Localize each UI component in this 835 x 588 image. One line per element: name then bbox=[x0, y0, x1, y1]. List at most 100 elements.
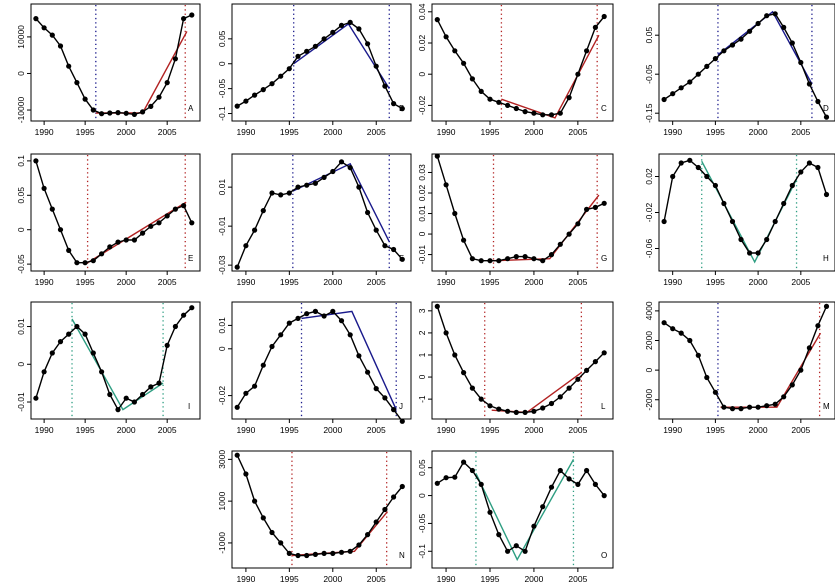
data-point bbox=[738, 236, 744, 243]
x-tick-label: 1990 bbox=[663, 127, 682, 137]
data-point bbox=[321, 313, 327, 319]
data-point bbox=[33, 395, 39, 401]
data-point bbox=[540, 112, 546, 118]
data-point bbox=[278, 540, 284, 546]
data-point bbox=[338, 22, 345, 28]
data-point bbox=[755, 20, 761, 27]
observed-series-line bbox=[663, 306, 828, 410]
data-point bbox=[382, 506, 388, 513]
data-point bbox=[496, 99, 502, 105]
data-point bbox=[399, 106, 405, 112]
data-point bbox=[164, 213, 170, 219]
data-point bbox=[260, 208, 266, 214]
data-point bbox=[82, 331, 88, 337]
y-tick-label: -0.06 bbox=[644, 239, 654, 259]
data-point bbox=[260, 515, 266, 521]
data-point bbox=[661, 218, 667, 225]
data-point bbox=[382, 395, 388, 401]
data-point bbox=[90, 350, 96, 356]
data-point bbox=[330, 308, 336, 314]
plot-frame bbox=[30, 153, 201, 272]
data-point bbox=[82, 260, 88, 266]
data-point bbox=[164, 342, 170, 348]
data-point bbox=[747, 404, 753, 410]
x-tick-label: 2000 bbox=[524, 425, 543, 435]
data-point bbox=[584, 206, 590, 212]
data-point bbox=[181, 203, 187, 209]
x-tick-label: 1990 bbox=[437, 277, 456, 287]
data-point bbox=[321, 174, 327, 180]
panel-m: 1990 1995 2000 2005 -2000 0 2000 4000 M bbox=[644, 301, 835, 435]
data-point bbox=[391, 407, 397, 413]
panel-j: 1990 1995 2000 2005 -0.02 0 0.01 J bbox=[217, 301, 412, 435]
data-point bbox=[399, 256, 405, 262]
data-point bbox=[729, 42, 736, 48]
data-point bbox=[373, 227, 379, 233]
data-point bbox=[57, 43, 64, 49]
panel-label: B bbox=[399, 104, 404, 113]
data-point bbox=[661, 96, 667, 103]
data-point bbox=[312, 43, 318, 49]
data-point bbox=[156, 220, 162, 226]
data-point bbox=[738, 406, 744, 412]
observed-series-line bbox=[35, 160, 193, 264]
y-tick-label: 0.05 bbox=[16, 187, 26, 204]
data-point bbox=[670, 91, 676, 97]
observed-series-line bbox=[236, 160, 403, 268]
data-point bbox=[712, 389, 719, 395]
data-point bbox=[286, 66, 292, 72]
data-point bbox=[82, 96, 88, 102]
data-point bbox=[33, 158, 39, 164]
data-point bbox=[234, 264, 240, 270]
data-point bbox=[90, 107, 96, 113]
data-point bbox=[601, 493, 607, 499]
data-point bbox=[269, 529, 275, 536]
data-point bbox=[123, 110, 129, 116]
data-point bbox=[391, 101, 397, 107]
data-point bbox=[286, 320, 292, 326]
data-point bbox=[487, 403, 493, 409]
data-point bbox=[252, 498, 258, 504]
data-point bbox=[330, 168, 336, 175]
data-point bbox=[269, 81, 275, 87]
observed-series-line bbox=[436, 306, 605, 414]
data-point bbox=[90, 258, 96, 264]
panel-label: A bbox=[188, 104, 194, 113]
data-point bbox=[772, 401, 778, 407]
data-point bbox=[781, 200, 787, 207]
data-point bbox=[815, 323, 821, 329]
data-point bbox=[295, 315, 301, 321]
data-point bbox=[584, 48, 590, 54]
data-point bbox=[365, 209, 371, 216]
y-tick-label: -2000 bbox=[644, 389, 654, 411]
x-tick-label: 1990 bbox=[236, 277, 255, 287]
data-point bbox=[156, 380, 162, 386]
fitted-segment bbox=[717, 10, 813, 85]
data-point bbox=[41, 369, 47, 375]
data-point bbox=[99, 251, 105, 257]
data-point bbox=[391, 494, 397, 500]
data-point bbox=[140, 109, 146, 115]
x-tick-label: 1995 bbox=[76, 425, 95, 435]
data-point bbox=[148, 223, 154, 229]
plot-frame bbox=[231, 301, 412, 420]
x-tick-label: 1995 bbox=[280, 574, 299, 584]
y-tick-label: 2000 bbox=[644, 331, 654, 350]
data-point bbox=[189, 220, 195, 226]
data-point bbox=[452, 210, 458, 217]
fitted-segment bbox=[291, 511, 389, 557]
data-point bbox=[347, 19, 353, 25]
x-tick-label: 2005 bbox=[791, 425, 810, 435]
y-tick-label: 0.01 bbox=[16, 318, 26, 335]
data-point bbox=[592, 24, 599, 30]
panel-label: C bbox=[601, 104, 607, 113]
data-point bbox=[330, 29, 336, 35]
x-tick-label: 1995 bbox=[481, 425, 500, 435]
data-point bbox=[798, 59, 804, 66]
data-point bbox=[755, 250, 761, 256]
y-tick-label: 0.02 bbox=[417, 184, 427, 201]
x-tick-label: 1990 bbox=[437, 574, 456, 584]
fitted-segment bbox=[95, 31, 188, 114]
panel-e: 1990 1995 2000 2005 -0.05 0 0.05 0.1 E bbox=[16, 153, 201, 287]
data-point bbox=[531, 408, 537, 414]
